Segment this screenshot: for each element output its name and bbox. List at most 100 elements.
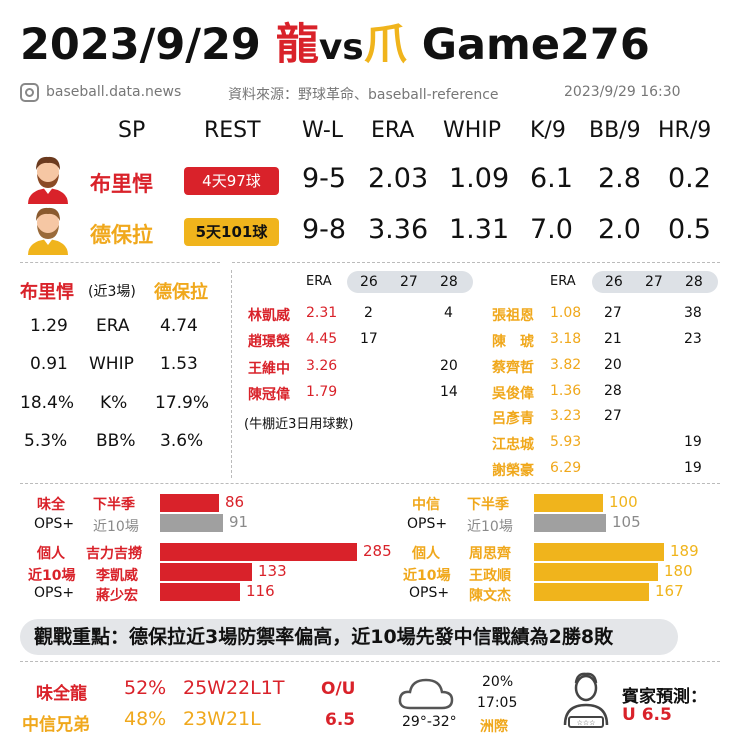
reliever-pitches: 19 (684, 460, 702, 476)
ops-period-label: 下半季 (467, 497, 509, 513)
ops-player-name: 李凱威 (96, 568, 138, 584)
recent-stat-label: WHIP (89, 354, 134, 374)
pitcher-wl: 9-5 (302, 163, 347, 194)
ops-bar (160, 583, 240, 601)
ops-indiv-label: 個人 (37, 546, 65, 562)
ops-bar-value: 116 (246, 582, 275, 600)
ops-player-name: 王政順 (469, 568, 511, 584)
recent-left-value: 5.3% (24, 431, 68, 451)
pitcher-hr9: 0.5 (668, 214, 711, 245)
ops-bar-value: 86 (225, 493, 245, 511)
ops-team-label: 味全 (37, 497, 65, 513)
source-datetime: 2023/9/29 16:30 (564, 84, 681, 100)
pitcher-bb9: 2.8 (598, 163, 641, 194)
ops-indiv-label: OPS+ (34, 585, 75, 601)
recent-stat-label: K% (100, 393, 128, 413)
days-pill (347, 271, 473, 293)
reliever-era: 1.36 (550, 383, 582, 399)
reliever-era: 1.79 (306, 384, 338, 400)
recent-right-value: 3.6% (160, 431, 204, 451)
reliever-name: 吳俊偉 (492, 386, 534, 402)
team-record: 25W22L1T (183, 677, 285, 699)
ops-bar-value: 133 (258, 562, 287, 580)
reliever-era: 3.82 (550, 357, 582, 373)
pitcher-k9: 7.0 (530, 214, 573, 245)
instagram-icon (20, 83, 39, 102)
divider (232, 262, 720, 263)
divider (231, 270, 232, 478)
reliever-name: 呂彥青 (492, 411, 534, 427)
prediction-label: 賓家預測： (622, 687, 707, 707)
key-point: 觀戰重點：德保拉近3場防禦率偏高，近10場先發中信戰績為2勝8敗 (20, 619, 678, 655)
page-title: 2023/9/29 龍vs爪 Game276 (20, 20, 650, 70)
ops-player-name: 蔣少宏 (96, 588, 138, 604)
ops-bar (534, 514, 606, 532)
header-bb9: BB/9 (589, 118, 641, 143)
pitcher-avatar-icon (28, 207, 68, 255)
ops-bar-value: 105 (612, 513, 641, 531)
ou-value: 6.5 (325, 710, 356, 730)
ops-label: OPS+ (407, 516, 448, 532)
day-header: 26 (360, 274, 378, 290)
pitcher-avatar-icon (28, 156, 68, 204)
ops-bar-value: 189 (670, 542, 699, 560)
days-pill (592, 271, 718, 293)
ops-label: OPS+ (34, 516, 75, 532)
reliever-pitches: 21 (604, 331, 622, 347)
ou-label: O/U (321, 679, 356, 699)
win-pct: 48% (124, 708, 167, 730)
bullpen-era-label: ERA (550, 274, 576, 289)
reliever-pitches: 27 (604, 305, 622, 321)
reliever-pitches: 19 (684, 434, 702, 450)
ops-period-label: 近10場 (93, 519, 139, 535)
reliever-pitches: 23 (684, 331, 702, 347)
ops-bar-value: 91 (229, 513, 249, 531)
reliever-era: 3.23 (550, 408, 582, 424)
ops-bar (534, 543, 664, 561)
team-name: 中信兄弟 (22, 715, 90, 735)
reliever-pitches: 4 (444, 305, 453, 321)
ops-player-name: 周思齊 (469, 546, 511, 562)
reliever-era: 3.18 (550, 331, 582, 347)
reliever-name: 林凱威 (248, 308, 290, 324)
ops-indiv-label: OPS+ (409, 585, 450, 601)
team-record: 23W21L (183, 708, 261, 730)
reliever-name: 蔡齊哲 (492, 360, 534, 376)
pitcher-name: 德保拉 (90, 223, 153, 247)
ops-player-name: 吉力吉撈 (86, 546, 142, 562)
bullpen-note: (牛棚近3日用球數) (244, 417, 354, 432)
header-rest: REST (204, 118, 261, 143)
header-wl: W-L (302, 118, 344, 143)
stadium: 洲際 (480, 719, 508, 735)
day-header: 26 (605, 274, 623, 290)
instagram-handle[interactable]: baseball.data.news (46, 84, 182, 100)
reliever-pitches: 20 (604, 357, 622, 373)
ops-player-name: 陳文杰 (469, 588, 511, 604)
reliever-era: 6.29 (550, 460, 582, 476)
ops-indiv-label: 近10場 (403, 568, 451, 584)
reliever-name: 陳冠偉 (248, 387, 290, 403)
ops-bar (160, 543, 357, 561)
recent-left-name: 布里悍 (20, 282, 74, 303)
ops-bar (160, 563, 252, 581)
pitcher-whip: 1.09 (449, 163, 510, 194)
pitcher-name: 布里悍 (90, 172, 153, 196)
recent-stat-label: ERA (96, 316, 130, 336)
win-pct: 52% (124, 677, 167, 699)
day-header: 28 (440, 274, 458, 290)
ops-indiv-label: 近10場 (28, 568, 76, 584)
bullpen-era-label: ERA (306, 274, 332, 289)
pitcher-k9: 6.1 (530, 163, 573, 194)
ops-team-label: 中信 (412, 497, 440, 513)
game-time: 17:05 (477, 695, 518, 711)
reliever-name: 張祖恩 (492, 308, 534, 324)
ops-bar (534, 583, 649, 601)
header-era: ERA (371, 118, 415, 143)
header-sp: SP (118, 118, 146, 143)
recent-left-value: 0.91 (30, 354, 68, 374)
ops-bar-value: 285 (363, 542, 392, 560)
source-credit: 資料來源：野球革命、baseball-reference (228, 87, 499, 103)
reliever-name: 陳 琥 (492, 334, 534, 350)
ops-bar-value: 167 (655, 582, 684, 600)
rain-chance: 20% (482, 674, 514, 690)
